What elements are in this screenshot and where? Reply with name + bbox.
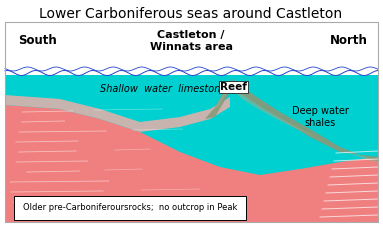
Text: Older pre-Carboniferoursrocks;  no outcrop in Peak: Older pre-Carboniferoursrocks; no outcro… (23, 204, 237, 213)
FancyBboxPatch shape (14, 196, 246, 220)
Text: Shallow  water  limestones: Shallow water limestones (100, 84, 231, 94)
Text: South: South (18, 34, 57, 47)
Polygon shape (205, 79, 378, 162)
Text: North: North (330, 34, 368, 47)
Text: Reef: Reef (220, 82, 247, 92)
Polygon shape (5, 105, 378, 222)
Polygon shape (5, 95, 230, 132)
Polygon shape (5, 22, 378, 75)
Polygon shape (212, 82, 378, 162)
Text: Castleton /
Winnats area: Castleton / Winnats area (149, 30, 232, 52)
Polygon shape (5, 70, 378, 76)
Text: Deep water
shales: Deep water shales (291, 106, 349, 128)
Polygon shape (5, 75, 378, 222)
Text: Lower Carboniferous seas around Castleton: Lower Carboniferous seas around Castleto… (39, 7, 342, 21)
